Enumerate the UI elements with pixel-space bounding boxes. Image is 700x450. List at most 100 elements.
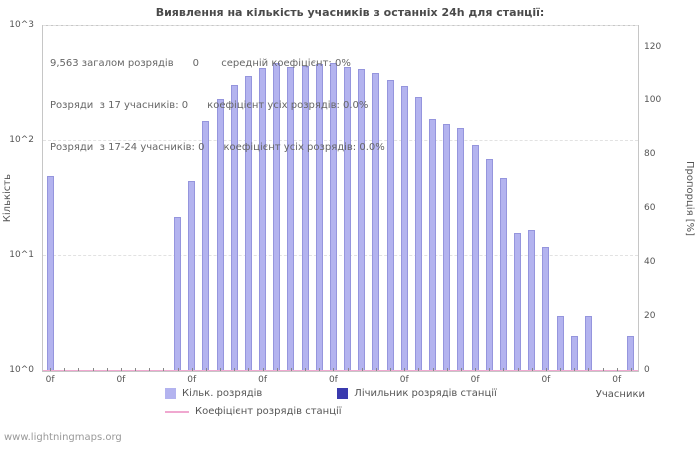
stats-line-17-24: Розряди з 17-24 учасників: 0 коефіцієнт … (50, 142, 385, 153)
y-tick-label-right: 60 (644, 203, 656, 214)
stats-annotations: 9,563 загалом розрядів 0 середній коефіц… (50, 29, 385, 183)
bar-count (414, 97, 422, 371)
x-tick-mark (432, 368, 434, 371)
stats-line-total: 9,563 загалом розрядів 0 середній коефіц… (50, 58, 351, 69)
x-tick-mark (545, 368, 547, 371)
bar-count (46, 175, 54, 371)
x-tick-mark (574, 368, 576, 371)
x-axis-labels: 0f 0f 0f 0f 0f 0f 0f 0f 0f (43, 375, 638, 387)
x-tick-label: 0f (541, 375, 551, 385)
plot-area (42, 25, 639, 372)
bar-count (499, 177, 507, 371)
x-tick-mark (78, 368, 80, 371)
y-tick-label-right: 20 (644, 311, 656, 322)
bar-count (188, 180, 196, 371)
x-tick-mark (305, 368, 307, 371)
y-tick-label-left: 10^0 (9, 365, 34, 375)
x-tick-label: 0f (328, 375, 338, 385)
legend: Кільк. розрядів Лічильник розрядів станц… (165, 388, 497, 424)
legend-item-counts: Кільк. розрядів (165, 388, 262, 399)
y-tick-label-right: 0 (644, 365, 650, 375)
x-tick-mark (135, 368, 137, 371)
x-tick-mark (560, 368, 562, 371)
x-tick-mark (460, 368, 462, 371)
x-axis-title: Учасники (595, 389, 645, 400)
legend-swatch-counts (165, 388, 176, 399)
x-tick-mark (531, 368, 533, 371)
x-tick-mark (276, 368, 278, 371)
legend-swatch-station-counts (337, 388, 349, 399)
watermark-link[interactable]: www.lightningmaps.org (4, 432, 122, 443)
x-tick-mark (475, 368, 477, 371)
bar-count (627, 336, 635, 371)
x-tick-mark (290, 368, 292, 371)
y-tick-label-left: 10^3 (9, 20, 34, 30)
y-axis-title-right-text: Пропорція [%] (684, 160, 695, 237)
legend-row-1: Кільк. розрядів Лічильник розрядів станц… (165, 388, 497, 399)
y-axis-left: 10^0 10^1 10^2 10^3 (0, 20, 37, 375)
y-tick-label-right: 100 (644, 95, 662, 106)
x-tick-mark (106, 368, 108, 371)
bar-count (429, 119, 437, 371)
bar-count (528, 229, 536, 371)
x-tick-label: 0f (470, 375, 480, 385)
x-tick-mark (517, 368, 519, 371)
bar-count (400, 86, 408, 371)
x-tick-mark (319, 368, 321, 371)
y-axis-title-left: Кількість (2, 25, 13, 372)
x-tick-mark (248, 368, 250, 371)
x-tick-mark (92, 368, 94, 371)
x-tick-label: 0f (399, 375, 409, 385)
bar-count (584, 316, 592, 371)
y-axis-title-right: Пропорція [%] (684, 25, 695, 372)
x-tick-mark (347, 368, 349, 371)
y-axis-title-left-text: Кількість (2, 174, 13, 223)
x-tick-label: 0f (612, 375, 622, 385)
x-tick-mark (602, 368, 604, 371)
x-tick-mark (64, 368, 66, 371)
legend-swatch-coefficient (165, 410, 189, 413)
legend-label-coefficient: Коефіцієнт розрядів станції (195, 406, 342, 417)
gridline (43, 255, 638, 256)
gridline (43, 25, 638, 26)
legend-row-2: Коефіцієнт розрядів станції (165, 406, 497, 417)
x-tick-mark (630, 368, 632, 371)
y-tick-label-left: 10^2 (9, 135, 34, 145)
y-tick-label-right: 120 (644, 41, 662, 52)
legend-item-coefficient: Коефіцієнт розрядів станції (165, 406, 342, 417)
bar-count (386, 79, 394, 371)
x-tick-label: 0f (187, 375, 197, 385)
bar-count (485, 158, 493, 371)
legend-label-counts: Кільк. розрядів (182, 388, 263, 399)
x-tick-mark (163, 368, 165, 371)
x-tick-label: 0f (116, 375, 126, 385)
bar-count (556, 316, 564, 371)
x-tick-mark (262, 368, 264, 371)
chart-title: Виявлення на кількість учасників з остан… (155, 6, 545, 19)
x-tick-mark (503, 368, 505, 371)
x-tick-mark (418, 368, 420, 371)
x-tick-mark (120, 368, 122, 371)
legend-label-station-counts: Лічильник розрядів станції (354, 388, 497, 399)
x-tick-mark (446, 368, 448, 371)
x-tick-mark (234, 368, 236, 371)
x-tick-mark (191, 368, 193, 371)
y-tick-label-right: 80 (644, 149, 656, 160)
bar-count (570, 336, 578, 371)
x-tick-mark (361, 368, 363, 371)
x-tick-mark (489, 368, 491, 371)
y-axis-right: 0 20 40 60 80 100 120 (644, 26, 678, 375)
y-tick-label-left: 10^1 (9, 250, 34, 260)
x-tick-mark (390, 368, 392, 371)
bar-count (174, 216, 182, 371)
gridline (43, 140, 638, 141)
x-tick-mark (375, 368, 377, 371)
x-tick-mark (177, 368, 179, 371)
x-tick-mark (50, 368, 52, 371)
legend-item-station-counts: Лічильник розрядів станції (337, 388, 497, 399)
x-tick-label: 0f (45, 375, 55, 385)
x-tick-mark (149, 368, 151, 371)
coefficient-line (43, 370, 638, 371)
x-tick-mark (220, 368, 222, 371)
